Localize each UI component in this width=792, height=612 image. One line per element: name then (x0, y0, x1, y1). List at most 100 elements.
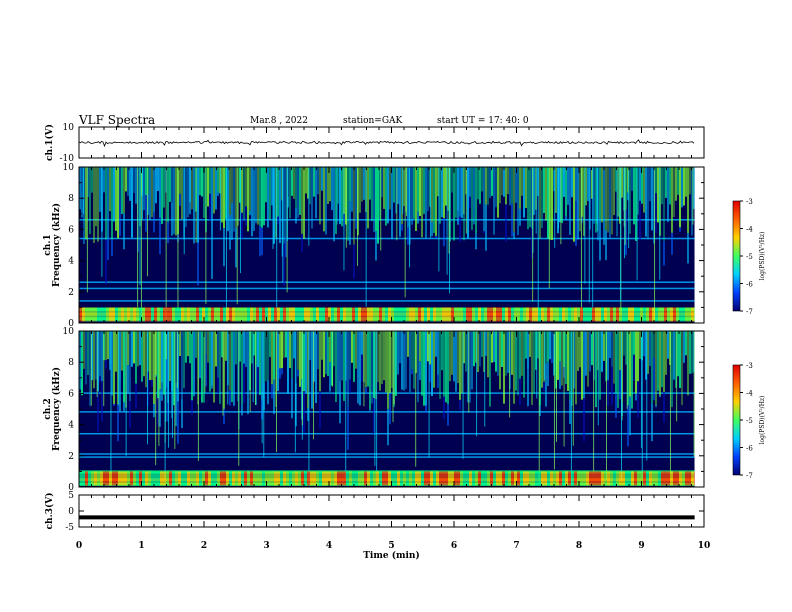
low-frequency-band (109, 471, 112, 486)
spectral-column (273, 331, 275, 380)
spectral-column (167, 167, 169, 222)
panel-ch2-spectrogram: 0 2 4 6 8 10 ch.2 Frequency (kHz) (43, 327, 705, 493)
spectral-column (235, 167, 237, 228)
spectral-column (105, 167, 107, 240)
low-frequency-band (472, 307, 475, 322)
low-frequency-band (346, 307, 349, 322)
y-tick-label: 10 (63, 327, 75, 337)
sferic-line (165, 331, 167, 422)
start-time-label: start UT = 17: 40: 0 (437, 116, 529, 126)
spectral-column (239, 167, 241, 203)
spectral-column (249, 167, 251, 211)
spectral-column (411, 331, 413, 370)
spectral-column (463, 331, 465, 364)
low-frequency-band (124, 471, 127, 486)
low-frequency-band (373, 471, 376, 486)
spectral-column (389, 393, 391, 425)
low-frequency-band (574, 471, 577, 486)
spectral-column (329, 362, 331, 392)
spectral-column (681, 167, 683, 208)
spectral-column (531, 228, 533, 259)
spectral-column (355, 218, 357, 229)
spectral-column (355, 167, 357, 219)
low-frequency-band (688, 471, 691, 486)
spectral-column (309, 167, 311, 205)
low-frequency-band (232, 471, 235, 486)
low-frequency-band (130, 471, 133, 486)
spectral-column (485, 204, 487, 251)
spectral-column (691, 167, 693, 236)
spectral-column (201, 167, 203, 197)
y-tick-label: -10 (60, 154, 75, 164)
spectral-column (97, 167, 99, 242)
low-frequency-band (619, 471, 622, 486)
spectral-column (671, 167, 673, 233)
low-frequency-band (196, 307, 199, 322)
low-frequency-band (457, 471, 460, 486)
spectral-column (531, 167, 533, 229)
spectral-column (505, 167, 507, 205)
sferic-line (164, 331, 166, 483)
x-tick-label: 3 (263, 541, 269, 551)
spectral-column (311, 331, 313, 409)
low-frequency-band (511, 471, 514, 486)
spectral-column (375, 331, 377, 400)
low-frequency-band (334, 471, 337, 486)
spectral-column (193, 167, 195, 244)
low-frequency-band (397, 307, 400, 322)
low-frequency-band (232, 307, 235, 322)
sferic-line (225, 167, 227, 316)
spectral-column (355, 331, 357, 369)
low-frequency-band (301, 471, 304, 486)
spectral-column (245, 331, 247, 368)
spectral-column (269, 167, 271, 220)
spectral-column (127, 365, 129, 394)
chart-title: VLF Spectra (79, 113, 156, 127)
low-frequency-band (97, 471, 100, 486)
spectral-band (79, 300, 695, 302)
spectral-column (211, 233, 213, 279)
spectral-column (407, 167, 409, 228)
sferic-line (374, 331, 376, 466)
sferic-line (484, 331, 486, 427)
y-tick-label: 0 (68, 507, 74, 517)
spectral-column (185, 331, 187, 363)
spectral-column (535, 331, 537, 370)
sferic-line (197, 331, 199, 461)
spectral-column (149, 167, 151, 220)
spectral-column (557, 331, 559, 380)
spectral-column (299, 167, 301, 215)
spectral-column (147, 167, 149, 194)
low-frequency-band (151, 471, 154, 486)
low-frequency-band (436, 471, 439, 486)
spectral-column (245, 167, 247, 207)
y-axis-label: ch.2 (43, 398, 53, 419)
sferic-line (580, 167, 582, 319)
spectral-column (481, 167, 483, 192)
sferic-line (263, 331, 265, 458)
low-frequency-band (154, 307, 157, 322)
low-frequency-band (520, 307, 523, 322)
spectral-column (283, 167, 285, 244)
spectral-column (227, 167, 229, 232)
spectral-column (123, 212, 125, 250)
spectral-column (119, 381, 121, 412)
spectral-column (685, 331, 687, 356)
spectral-column (653, 331, 655, 358)
spectral-column (179, 331, 181, 357)
spectral-column (241, 403, 243, 416)
spectral-column (511, 331, 513, 375)
colorbar-tick-label: -6 (746, 445, 753, 453)
spectral-column (511, 203, 513, 237)
spectral-column (487, 331, 489, 378)
low-frequency-band (502, 307, 505, 322)
sferic-line (140, 167, 142, 318)
sferic-line (597, 331, 599, 426)
spectral-column (291, 331, 293, 379)
spectral-column (151, 331, 153, 381)
spectral-column (329, 167, 331, 202)
spectral-column (153, 331, 155, 404)
spectral-column (629, 396, 631, 436)
low-frequency-band (424, 307, 427, 322)
spectral-column (389, 331, 391, 394)
